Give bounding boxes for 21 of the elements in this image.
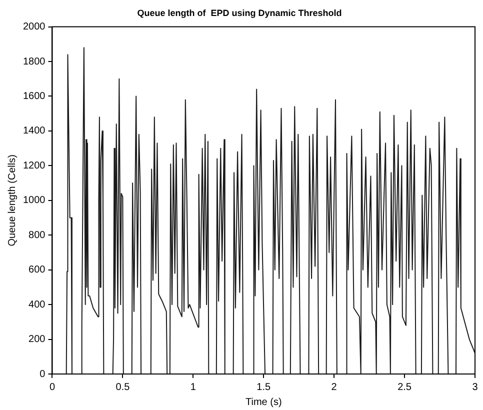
y-tick-label: 800 (28, 230, 46, 241)
y-tick-label: 200 (28, 334, 46, 346)
y-tick-label: 1600 (22, 90, 46, 102)
y-tick-label: 1000 (22, 195, 46, 206)
y-tick-label: 1400 (22, 126, 46, 137)
y-tick-label: 1800 (22, 56, 46, 68)
y-tick-label: 0 (40, 368, 46, 380)
x-tick-label: 3 (472, 382, 478, 393)
x-tick-label: 1.5 (256, 382, 272, 393)
y-tick-label: 600 (28, 264, 46, 276)
y-tick-label: 400 (28, 299, 46, 310)
x-axis-title: Time (s) (245, 396, 282, 408)
x-tick-label: 1 (190, 382, 196, 393)
x-tick-label: 0.5 (116, 382, 130, 393)
chart-title: Queue length of EPD using Dynamic Threshold (137, 8, 342, 18)
x-tick-label: 2 (331, 382, 338, 393)
x-tick-label: 2.5 (398, 382, 412, 393)
y-axis-title: Queue length (Cells) (6, 154, 18, 246)
y-tick-label: 2000 (22, 22, 46, 33)
x-tick-label: 0 (49, 382, 56, 393)
y-tick-label: 1200 (22, 160, 46, 172)
